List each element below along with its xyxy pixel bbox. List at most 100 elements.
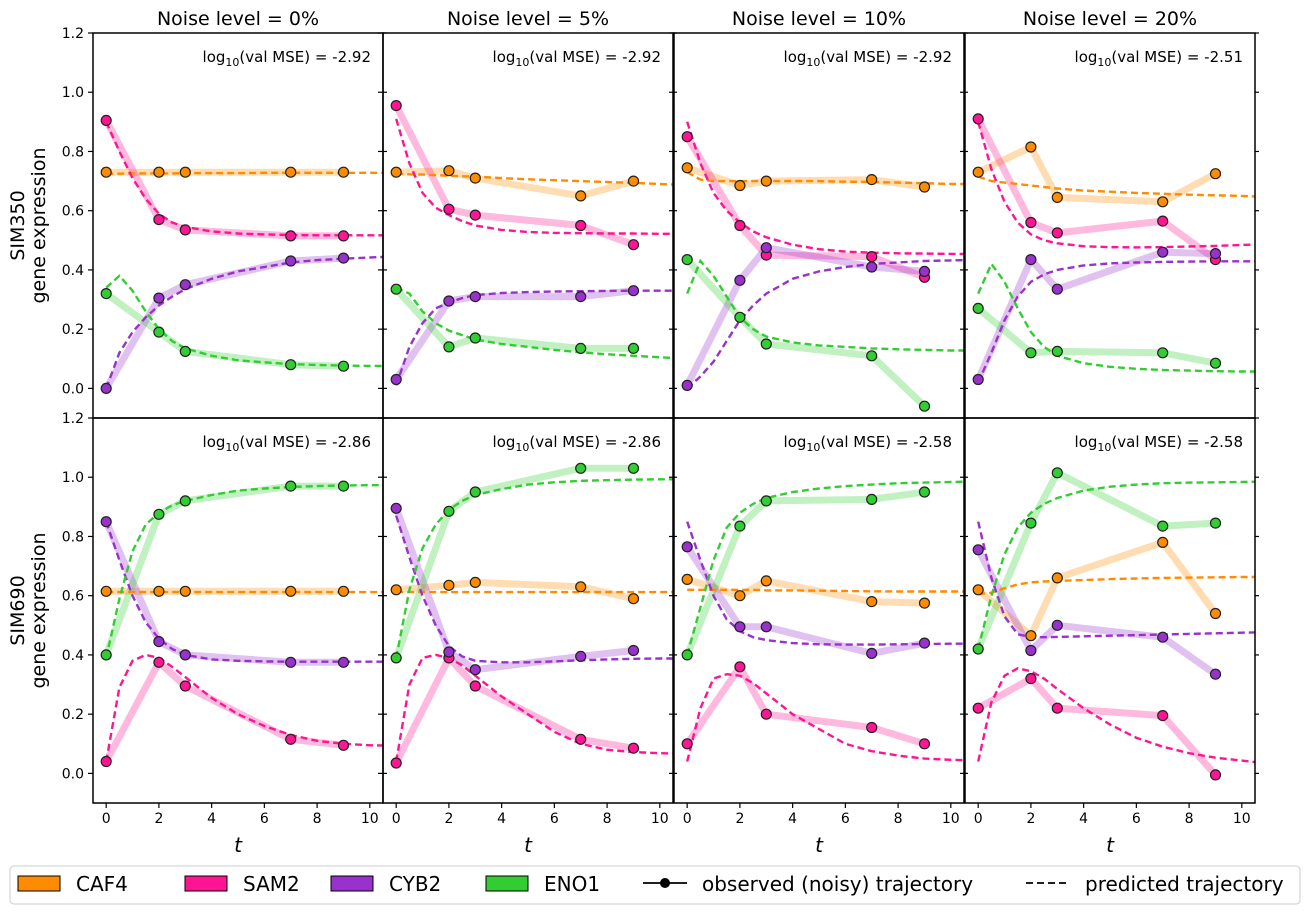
observed-point-SAM2 [153, 214, 165, 226]
observed-point-CYB2 [179, 279, 191, 291]
mse-suffix: (val MSE) = -2.92 [529, 48, 661, 66]
observed-point-CAF4 [918, 597, 931, 609]
row-label-line: SIM690 [7, 575, 29, 645]
legend-patch-SAM2 [184, 875, 228, 892]
predicted-line-ENO1 [686, 480, 964, 656]
panel-frame [382, 32, 674, 419]
x-tick-label: 4 [788, 811, 797, 827]
observed-point-CAF4 [390, 584, 402, 596]
observed-point-CYB2 [1209, 668, 1222, 680]
mse-prefix: log [784, 433, 807, 451]
predicted-line-SAM2 [977, 121, 1255, 249]
observed-point-CAF4 [972, 166, 984, 178]
predicted-line-CAF4 [687, 588, 964, 593]
x-axis-label: t [234, 833, 243, 857]
predicted-line-SAM2 [686, 121, 964, 256]
observed-point-CYB2 [337, 252, 350, 264]
observed-point-SAM2 [734, 661, 746, 673]
y-tick-label: 0.4 [62, 263, 84, 279]
panel-frame [382, 417, 674, 804]
predicted-line-SAM2 [686, 672, 964, 762]
observed-point-SAM2 [1157, 709, 1169, 722]
observed-point-CYB2 [153, 292, 165, 304]
observed-point-CYB2 [1157, 246, 1169, 258]
observed-point-CAF4 [179, 585, 191, 597]
observed-point-ENO1 [337, 360, 350, 372]
observed-point-ENO1 [285, 480, 297, 492]
predicted-line-CYB2 [686, 521, 964, 646]
observed-point-CAF4 [1209, 168, 1222, 180]
observed-point-CAF4 [337, 166, 350, 178]
observed-point-CYB2 [443, 646, 455, 658]
predicted-line-ENO1 [105, 484, 383, 659]
observed-point-ENO1 [734, 311, 746, 323]
observed-point-CAF4 [681, 573, 693, 586]
panel-frame [673, 417, 965, 804]
observed-point-SAM2 [627, 742, 640, 754]
observed-point-SAM2 [575, 219, 587, 232]
plot-area [390, 462, 673, 769]
observed-point-SAM2 [681, 131, 693, 143]
observed-point-CYB2 [918, 265, 931, 277]
observed-point-ENO1 [1051, 345, 1063, 357]
predicted-line-CYB2 [105, 521, 383, 663]
observed-point-CYB2 [443, 295, 455, 307]
x-tick-label: 10 [651, 811, 669, 827]
observed-point-CAF4 [100, 166, 112, 178]
x-tick-label: 6 [1132, 811, 1141, 827]
observed-point-CYB2 [972, 544, 984, 556]
row-label-line: gene expression [28, 532, 50, 688]
observed-point-SAM2 [179, 224, 191, 236]
mse-suffix: (val MSE) = -2.51 [1111, 48, 1243, 66]
row-label: SIM690 gene expression [7, 532, 50, 688]
y-tick-label: 0.2 [62, 707, 84, 723]
observed-line-SAM2 [102, 116, 347, 240]
observed-point-CYB2 [575, 291, 587, 303]
observed-point-CAF4 [337, 585, 350, 597]
x-tick-label: 2 [154, 811, 163, 827]
column-title: Noise level = 5% [447, 8, 609, 30]
column-title: Noise level = 20% [1023, 8, 1197, 30]
observed-line-SAM2 [974, 675, 1219, 779]
mse-subscript: 10 [225, 56, 239, 69]
legend-observed-marker [660, 878, 670, 888]
predicted-line-CAF4 [978, 575, 1255, 596]
observed-point-CYB2 [390, 373, 402, 386]
x-tick-label: 8 [603, 811, 612, 827]
mse-subscript: 10 [806, 56, 820, 69]
observed-point-CAF4 [627, 593, 640, 605]
plot-area [972, 467, 1255, 781]
observed-line-ENO1 [974, 304, 1219, 367]
predicted-line-CYB2 [395, 289, 673, 386]
x-tick-label: 8 [313, 811, 322, 827]
y-tick-label: 0.2 [62, 322, 84, 338]
observed-line-CYB2 [392, 287, 637, 383]
observed-point-ENO1 [1051, 467, 1063, 479]
observed-point-SAM2 [100, 114, 112, 127]
observed-point-CAF4 [1209, 607, 1222, 620]
observed-point-ENO1 [760, 495, 772, 507]
observed-point-CYB2 [627, 644, 640, 657]
observed-point-CYB2 [390, 502, 402, 514]
observed-point-ENO1 [1157, 520, 1169, 532]
observed-point-SAM2 [681, 738, 693, 750]
observed-point-ENO1 [866, 350, 878, 362]
observed-point-ENO1 [100, 649, 112, 661]
observed-point-CAF4 [1025, 630, 1037, 642]
mse-suffix: (val MSE) = -2.92 [239, 48, 371, 66]
observed-point-CYB2 [760, 242, 772, 254]
observed-point-SAM2 [866, 721, 878, 734]
mse-suffix: (val MSE) = -2.92 [820, 48, 952, 66]
x-tick-label: 2 [1026, 811, 1035, 827]
observed-point-CYB2 [1051, 619, 1063, 631]
mse-prefix: log [493, 433, 516, 451]
y-tick-label: 0.0 [62, 766, 84, 782]
observed-line-CAF4 [683, 164, 928, 191]
observed-point-ENO1 [443, 341, 455, 353]
observed-point-SAM2 [1209, 769, 1222, 781]
observed-point-CYB2 [100, 382, 112, 394]
observed-point-ENO1 [734, 520, 746, 532]
observed-point-ENO1 [575, 462, 587, 474]
